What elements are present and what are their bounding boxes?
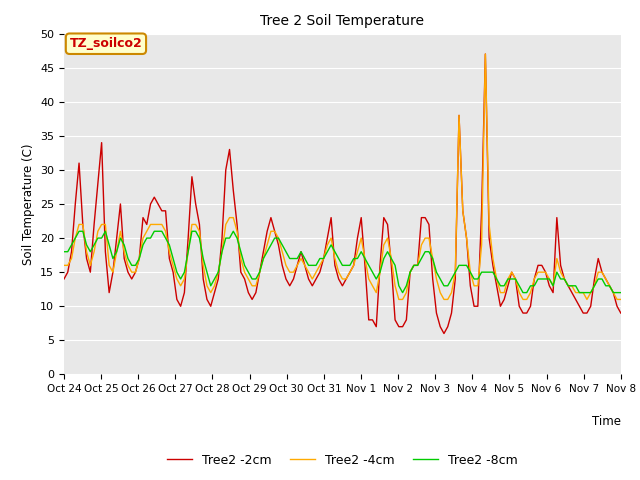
Tree2 -2cm (425, 222, 433, 228)
Tree2 -2cm (60, 276, 68, 282)
Tree2 -4cm (617, 297, 625, 302)
Tree2 -2cm (440, 331, 448, 336)
X-axis label: Time: Time (592, 415, 621, 428)
Tree2 -8cm (60, 249, 68, 254)
Tree2 -4cm (132, 269, 140, 275)
Tree2 -4cm (429, 256, 436, 262)
Tree2 -8cm (76, 228, 83, 234)
Tree2 -4cm (196, 228, 204, 234)
Tree2 -4cm (305, 269, 312, 275)
Tree2 -8cm (433, 269, 440, 275)
Tree2 -2cm (192, 201, 200, 207)
Tree2 -4cm (481, 51, 489, 57)
Tree2 -2cm (132, 269, 140, 275)
Tree2 -4cm (60, 263, 68, 268)
Legend: Tree2 -2cm, Tree2 -4cm, Tree2 -8cm: Tree2 -2cm, Tree2 -4cm, Tree2 -8cm (162, 449, 523, 472)
Tree2 -4cm (395, 297, 403, 302)
Tree2 -8cm (200, 256, 207, 262)
Text: TZ_soilco2: TZ_soilco2 (70, 37, 142, 50)
Tree2 -8cm (162, 235, 170, 241)
Tree2 -8cm (399, 290, 406, 296)
Tree2 -2cm (617, 310, 625, 316)
Line: Tree2 -2cm: Tree2 -2cm (64, 54, 621, 334)
Tree2 -8cm (196, 235, 204, 241)
Y-axis label: Soil Temperature (C): Soil Temperature (C) (22, 143, 35, 265)
Tree2 -4cm (192, 222, 200, 228)
Tree2 -8cm (136, 256, 143, 262)
Tree2 -2cm (158, 208, 166, 214)
Tree2 -2cm (196, 222, 204, 228)
Tree2 -2cm (305, 276, 312, 282)
Tree2 -8cm (617, 290, 625, 296)
Tree2 -4cm (158, 222, 166, 228)
Line: Tree2 -4cm: Tree2 -4cm (64, 54, 621, 300)
Line: Tree2 -8cm: Tree2 -8cm (64, 231, 621, 293)
Tree2 -8cm (308, 263, 316, 268)
Tree2 -2cm (481, 51, 489, 57)
Title: Tree 2 Soil Temperature: Tree 2 Soil Temperature (260, 14, 424, 28)
